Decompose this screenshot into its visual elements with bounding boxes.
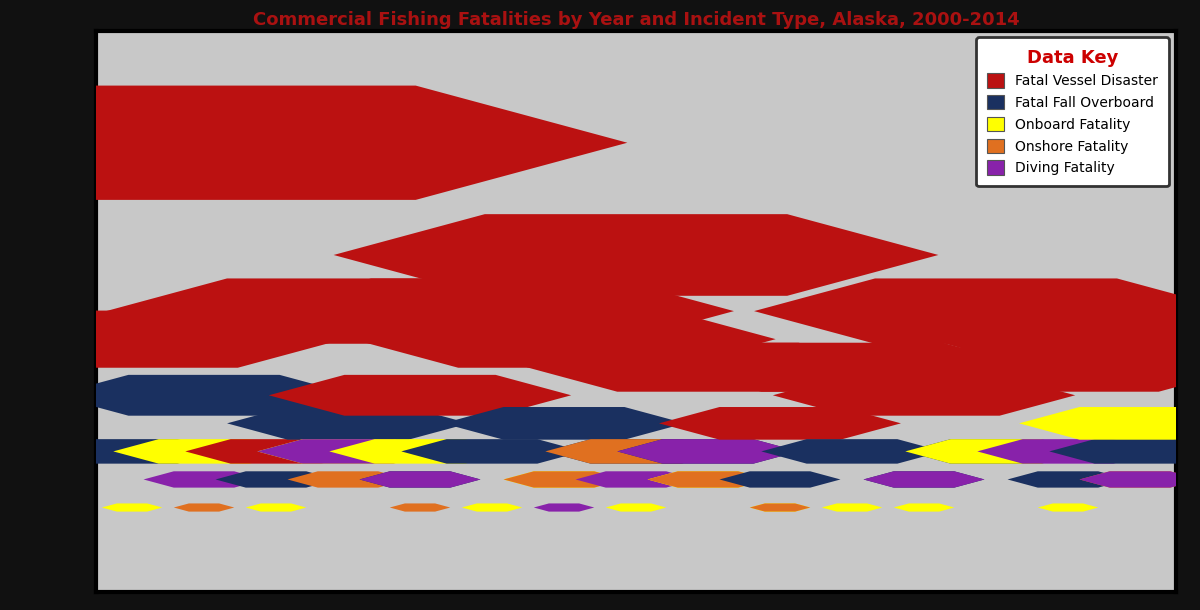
Polygon shape <box>659 407 901 440</box>
Polygon shape <box>1019 407 1200 440</box>
Polygon shape <box>617 439 799 464</box>
Polygon shape <box>504 472 624 487</box>
Polygon shape <box>329 439 511 464</box>
Polygon shape <box>617 439 799 464</box>
Polygon shape <box>174 503 234 512</box>
Polygon shape <box>648 472 768 487</box>
Polygon shape <box>227 407 469 440</box>
Polygon shape <box>1080 472 1200 487</box>
Polygon shape <box>443 407 685 440</box>
Polygon shape <box>545 439 727 464</box>
Polygon shape <box>822 503 882 512</box>
Polygon shape <box>269 375 571 415</box>
Polygon shape <box>102 503 162 512</box>
Polygon shape <box>144 472 264 487</box>
Polygon shape <box>864 472 984 487</box>
Polygon shape <box>0 310 343 368</box>
Polygon shape <box>720 472 840 487</box>
Polygon shape <box>113 439 295 464</box>
Polygon shape <box>648 472 768 487</box>
Polygon shape <box>887 343 1200 392</box>
Polygon shape <box>905 439 1087 464</box>
Polygon shape <box>462 503 522 512</box>
Polygon shape <box>929 310 1200 368</box>
Polygon shape <box>606 503 666 512</box>
Polygon shape <box>257 439 439 464</box>
Polygon shape <box>250 278 734 344</box>
Polygon shape <box>545 439 727 464</box>
Polygon shape <box>185 439 367 464</box>
Polygon shape <box>1008 472 1128 487</box>
Polygon shape <box>353 310 775 368</box>
Polygon shape <box>534 503 594 512</box>
Polygon shape <box>53 375 355 415</box>
Polygon shape <box>390 503 450 512</box>
Title: Commercial Fishing Fatalities by Year and Incident Type, Alaska, 2000-2014: Commercial Fishing Fatalities by Year an… <box>253 11 1019 29</box>
Polygon shape <box>246 503 306 512</box>
Polygon shape <box>750 503 810 512</box>
Polygon shape <box>754 278 1200 344</box>
Polygon shape <box>288 472 408 487</box>
Polygon shape <box>257 439 439 464</box>
Polygon shape <box>864 472 984 487</box>
Polygon shape <box>41 439 223 464</box>
Polygon shape <box>671 343 1033 392</box>
Polygon shape <box>576 472 696 487</box>
Polygon shape <box>360 472 480 487</box>
Polygon shape <box>750 503 810 512</box>
Polygon shape <box>1038 503 1098 512</box>
Polygon shape <box>894 503 954 512</box>
Polygon shape <box>216 472 336 487</box>
Polygon shape <box>401 439 583 464</box>
Polygon shape <box>1049 439 1200 464</box>
Polygon shape <box>360 472 480 487</box>
Polygon shape <box>977 439 1159 464</box>
Polygon shape <box>773 375 1075 415</box>
Polygon shape <box>334 214 938 296</box>
Polygon shape <box>905 439 1087 464</box>
Polygon shape <box>1080 472 1200 487</box>
Legend: Fatal Vessel Disaster, Fatal Fall Overboard, Onboard Fatality, Onshore Fatality,: Fatal Vessel Disaster, Fatal Fall Overbo… <box>976 37 1169 187</box>
Polygon shape <box>527 343 889 392</box>
Polygon shape <box>106 278 590 344</box>
Polygon shape <box>0 85 628 200</box>
Polygon shape <box>761 439 943 464</box>
Polygon shape <box>504 472 624 487</box>
